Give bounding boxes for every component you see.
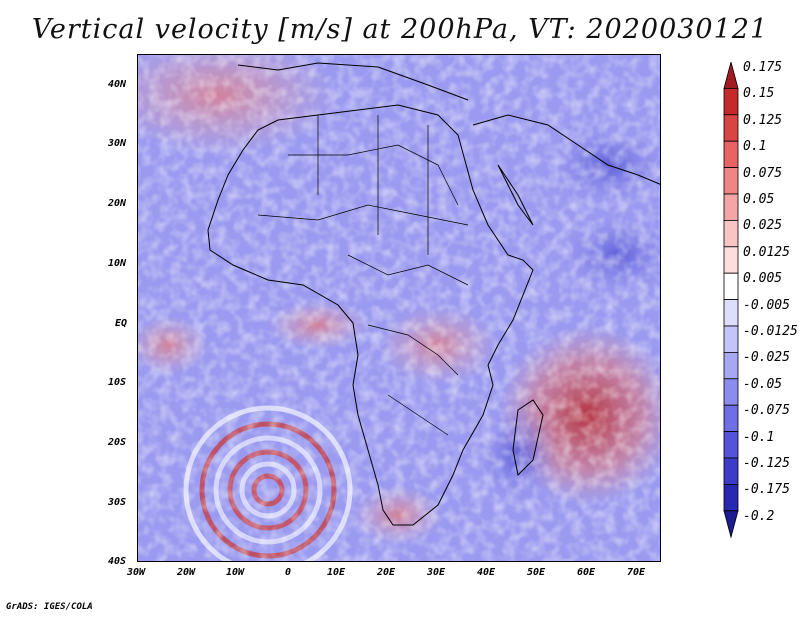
colorbar-label: -0.05 <box>743 376 783 392</box>
colorbar-label: 0.0125 <box>743 244 790 260</box>
lon-label: 30W <box>127 567 146 578</box>
lat-label: 40N <box>108 79 127 90</box>
colorbar-swatch <box>723 193 739 221</box>
credit-text: GrADS: IGES/COLA <box>6 602 93 612</box>
velocity-field <box>138 55 660 561</box>
colorbar-label: 0.005 <box>743 271 783 287</box>
velocity-map <box>137 54 661 562</box>
colorbar-swatch <box>723 114 739 142</box>
colorbar-swatch <box>723 167 739 195</box>
lat-label: 10N <box>108 258 127 269</box>
map-title: Vertical velocity [m/s] at 200hPa, VT: 2… <box>31 14 769 45</box>
lat-label: EQ <box>115 318 128 329</box>
colorbar-swatch <box>723 140 739 168</box>
colorbar-swatch <box>723 325 739 353</box>
colorbar-bottom-arrow <box>723 510 739 539</box>
colorbar-label: 0.125 <box>743 112 783 128</box>
colorbar-swatch <box>723 299 739 327</box>
colorbar-label: -0.075 <box>743 403 790 419</box>
colorbar-swatch <box>723 404 739 433</box>
lat-label: 30S <box>108 497 127 508</box>
lat-label: 10S <box>108 377 127 388</box>
colorbar-swatch <box>723 351 739 380</box>
colorbar-label: -0.125 <box>743 456 790 471</box>
colorbar-label: -0.1 <box>743 429 775 445</box>
lon-label: 0 <box>285 567 292 578</box>
colorbar-label: 0.025 <box>743 218 783 234</box>
lon-label: 20W <box>177 567 196 578</box>
colorbar <box>723 62 739 539</box>
lat-label: 30N <box>108 138 127 149</box>
colorbar-swatch <box>723 246 739 274</box>
colorbar-label: 0.05 <box>743 192 775 207</box>
lon-label: 50E <box>527 567 546 578</box>
lon-label: 10W <box>226 567 245 578</box>
lon-label: 60E <box>577 567 596 578</box>
colorbar-swatch <box>723 457 739 485</box>
colorbar-top-arrow <box>723 62 739 89</box>
lon-label: 20E <box>377 567 396 578</box>
colorbar-swatch <box>723 87 739 116</box>
colorbar-label: -0.2 <box>743 508 775 524</box>
colorbar-label: 0.1 <box>743 139 767 155</box>
lon-label: 30E <box>427 567 446 578</box>
colorbar-label: 0.075 <box>743 165 783 181</box>
lat-label: 20S <box>108 437 127 448</box>
colorbar-swatch <box>723 483 739 512</box>
colorbar-label: -0.025 <box>743 350 790 366</box>
lat-label: 20N <box>108 198 127 209</box>
colorbar-swatch <box>723 378 739 406</box>
lon-label: 40E <box>477 567 496 578</box>
colorbar-swatch <box>723 219 739 248</box>
lat-label: 40S <box>108 556 127 567</box>
colorbar-label: 0.15 <box>743 86 775 102</box>
colorbar-label: -0.0125 <box>743 324 798 339</box>
lon-label: 70E <box>627 567 646 578</box>
colorbar-label: -0.005 <box>743 297 790 313</box>
colorbar-swatch <box>723 431 739 459</box>
lon-label: 10E <box>327 567 346 578</box>
colorbar-label: -0.175 <box>743 482 790 498</box>
colorbar-swatch <box>723 272 739 300</box>
colorbar-label: 0.175 <box>743 60 783 75</box>
